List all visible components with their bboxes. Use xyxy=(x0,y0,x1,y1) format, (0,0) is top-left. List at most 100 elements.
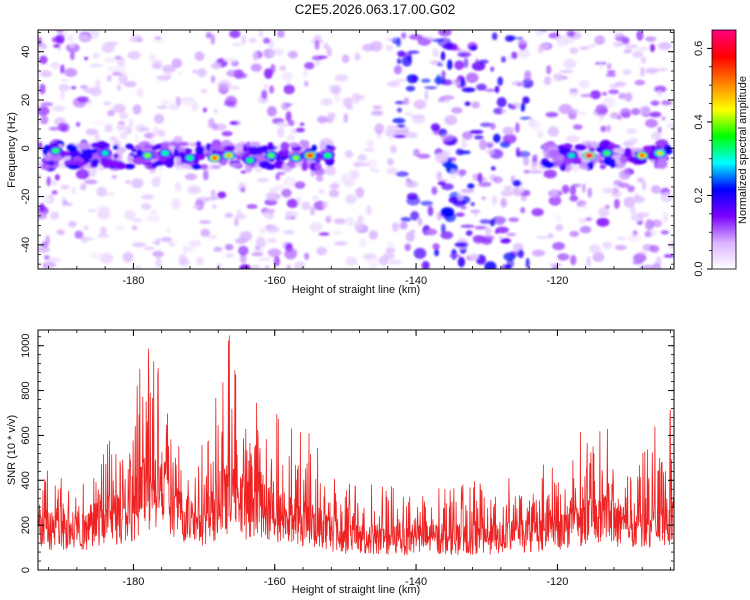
heatmap-cell xyxy=(39,203,45,213)
heatmap-cell xyxy=(98,166,105,172)
heatmap-cell xyxy=(294,261,306,269)
band-cell xyxy=(91,160,98,166)
colorbar: 0.0 0.2 0.4 0.6 Normalized spectral amplitu… xyxy=(693,29,749,277)
heatmap-cell xyxy=(420,200,433,206)
heatmap-cell xyxy=(441,223,446,234)
heatmap-cell xyxy=(548,32,561,39)
heatmap-cell xyxy=(241,34,246,45)
heatmap-cell xyxy=(517,249,524,259)
heatmap-cell xyxy=(124,209,136,220)
heatmap-cell xyxy=(407,50,420,54)
heatmap-cell xyxy=(619,108,631,118)
band-hotspot xyxy=(604,151,610,155)
heatmap-cell xyxy=(503,252,516,261)
heatmap-cell xyxy=(314,39,320,50)
heatmap-cell xyxy=(83,225,89,231)
heatmap-cell xyxy=(225,252,235,258)
heatmap-cell xyxy=(288,119,295,127)
heatmap-cell xyxy=(491,195,498,206)
band-hotspot xyxy=(325,153,331,158)
heatmap-cell xyxy=(550,188,559,198)
heatmap-cell xyxy=(89,86,102,97)
heatmap-cell xyxy=(135,264,141,269)
heatmap-cell xyxy=(38,173,43,178)
heatmap-cell xyxy=(327,112,336,120)
heatmap-cell xyxy=(140,194,155,200)
y-tick-label: -20 xyxy=(20,189,32,205)
heatmap-cell xyxy=(401,55,413,67)
heatmap-cell xyxy=(400,217,412,222)
heatmap-cell xyxy=(112,103,126,114)
heatmap-cell xyxy=(511,80,525,86)
heatmap-cell xyxy=(535,235,549,240)
heatmap-cell xyxy=(642,180,647,191)
band-cell xyxy=(624,147,632,157)
heatmap-cell xyxy=(341,54,350,63)
heatmap-cell xyxy=(569,195,579,202)
heatmap-cell xyxy=(432,243,440,250)
heatmap-cell xyxy=(531,208,544,217)
heatmap-cell xyxy=(345,256,358,266)
heatmap-cell xyxy=(589,244,601,254)
heatmap-cell xyxy=(554,214,563,222)
heatmap-cell xyxy=(606,124,611,133)
heatmap-cell xyxy=(175,96,182,107)
band-cell xyxy=(265,163,276,170)
heatmap-cell xyxy=(304,61,315,70)
heatmap-cell xyxy=(640,56,647,64)
heatmap-cell xyxy=(310,169,316,177)
heatmap-cell xyxy=(428,205,434,217)
heatmap-cell xyxy=(105,192,116,196)
heatmap-cell xyxy=(565,135,580,143)
heatmap-cell xyxy=(520,195,527,202)
colorbar-bar xyxy=(711,29,737,270)
heatmap-cell xyxy=(191,101,199,112)
x-tick-label: -180 xyxy=(122,576,144,588)
band-cell xyxy=(223,145,237,152)
heatmap-cell xyxy=(263,84,268,90)
heatmap-cell xyxy=(330,86,341,95)
heatmap-cell xyxy=(494,85,500,94)
heatmap-cell xyxy=(561,184,570,194)
heatmap-cell xyxy=(58,84,70,92)
heatmap-cell xyxy=(38,106,50,116)
heatmap-cell xyxy=(530,161,538,172)
heatmap-cell xyxy=(115,225,125,232)
heatmap-cell xyxy=(210,33,215,45)
heatmap-cell xyxy=(464,101,471,107)
heatmap-cell xyxy=(611,187,619,195)
heatmap-cell xyxy=(393,65,402,75)
band-hotspot xyxy=(187,156,193,160)
heatmap-cell xyxy=(386,124,398,133)
heatmap-cell xyxy=(436,62,444,67)
heatmap-cell xyxy=(457,256,466,268)
heatmap-cell xyxy=(286,198,299,208)
heatmap-cell xyxy=(194,51,205,61)
heatmap-cell xyxy=(391,222,400,232)
heatmap-cell xyxy=(596,217,610,227)
heatmap-cell xyxy=(531,249,546,257)
heatmap-cell xyxy=(326,47,332,57)
y-tick-label: 400 xyxy=(20,471,32,489)
heatmap-cell xyxy=(92,120,105,127)
heatmap-cell xyxy=(246,204,258,209)
heatmap-cell xyxy=(223,100,235,107)
heatmap-cell xyxy=(340,173,349,184)
band-cell xyxy=(173,148,179,157)
heatmap-cell xyxy=(548,195,562,206)
heatmap-cell xyxy=(599,61,604,70)
heatmap-cell xyxy=(309,221,323,233)
heatmap-cell xyxy=(454,79,460,83)
heatmap-cell xyxy=(408,34,423,40)
heatmap-cell xyxy=(252,51,259,61)
heatmap-cell xyxy=(56,229,66,236)
heatmap-cell xyxy=(267,237,277,244)
heatmap-cell xyxy=(595,104,608,116)
heatmap-cell xyxy=(87,208,97,213)
heatmap-cell xyxy=(524,70,532,82)
band-cell xyxy=(574,144,587,151)
band-cell xyxy=(248,141,261,147)
heatmap-cell xyxy=(200,228,211,237)
heatmap-cell xyxy=(471,61,486,71)
